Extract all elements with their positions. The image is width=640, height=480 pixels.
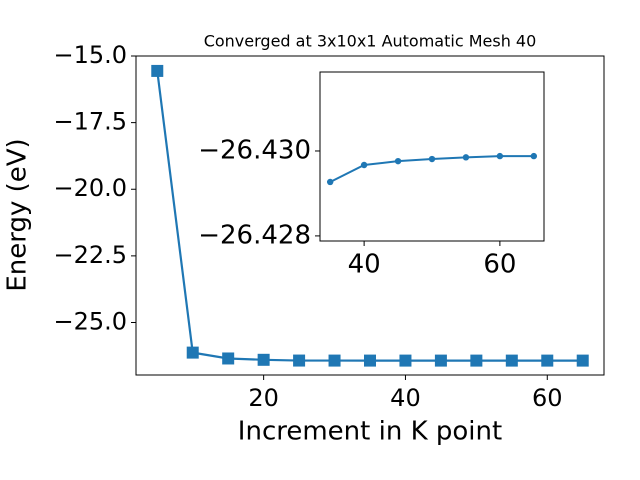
point: [257, 353, 270, 366]
point: [151, 64, 164, 77]
point: [541, 354, 554, 367]
plot-area: [135, 55, 605, 376]
point: [496, 152, 504, 160]
x-tick-label: 60: [483, 250, 516, 280]
point: [462, 154, 470, 161]
y-tick-label: −20.0: [53, 174, 127, 202]
y-axis-label: Energy (eV): [3, 138, 33, 291]
y-tick-label: −17.5: [53, 108, 127, 136]
point: [470, 354, 483, 367]
chart-title: Converged at 3x10x1 Automatic Mesh 40: [204, 32, 537, 51]
point: [328, 354, 341, 367]
point: [186, 346, 199, 359]
x-tick-label: 20: [248, 384, 279, 412]
point: [222, 352, 235, 365]
y-tick-label: −26.428: [198, 220, 311, 250]
point: [530, 152, 538, 160]
x-tick-label: 60: [532, 384, 563, 412]
y-tick-label: −26.430: [198, 135, 311, 165]
y-tick-label: −25.0: [53, 307, 127, 335]
point: [576, 354, 589, 367]
point: [293, 354, 306, 367]
point: [428, 155, 436, 163]
point: [505, 354, 518, 367]
point: [434, 354, 447, 367]
point: [394, 157, 402, 165]
y-tick-label: −15.0: [53, 41, 127, 69]
x-tick-label: 40: [348, 250, 381, 280]
y-tick-label: −22.5: [53, 241, 127, 269]
plot-area: [319, 71, 545, 242]
point: [364, 354, 376, 367]
x-axis-label: Increment in K point: [238, 417, 502, 447]
x-tick-label: 40: [390, 384, 421, 412]
point: [399, 354, 412, 367]
point: [360, 161, 368, 169]
point: [326, 178, 334, 186]
